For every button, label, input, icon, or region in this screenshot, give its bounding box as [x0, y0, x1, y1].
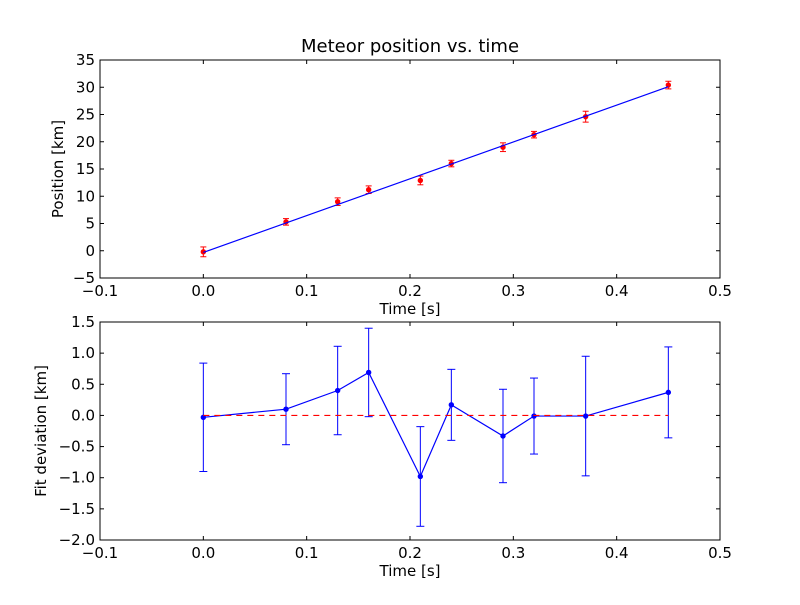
data-point: [365, 369, 372, 376]
data-point: [365, 187, 372, 193]
data-point: [417, 177, 424, 184]
y-tick-label: 35: [76, 51, 95, 69]
deviation-chart: −0.1 0.0 0.1 0.2 0.3 0.4 0.5 −2.0 −1.5 −1.0 −0.5 0.…: [32, 313, 732, 580]
data-point: [334, 199, 341, 205]
y-tick-label: −1.0: [59, 469, 95, 487]
y-tick-label: −1.5: [59, 500, 95, 518]
y-tick-label: 1.5: [71, 313, 95, 331]
x-tick-label: 0.0: [191, 282, 215, 300]
position-chart: Meteor position vs. time −0.1 0.0 0.1 0.2 0.…: [49, 36, 732, 318]
y-axis-label: Fit deviation [km]: [32, 365, 50, 497]
y-tick-label: 0.5: [71, 375, 95, 393]
y-tick-label: 1.0: [71, 344, 95, 362]
y-tick-label: −2.0: [59, 531, 95, 549]
x-tick-label: 0.1: [295, 282, 319, 300]
y-tick-label: 0.0: [71, 406, 95, 424]
x-tick-label: 0.5: [708, 282, 732, 300]
y-tick-label: 5: [85, 215, 95, 233]
fit-line: [203, 86, 669, 253]
x-tick-label: 0.2: [398, 544, 422, 562]
deviation-line: [203, 371, 669, 478]
y-tick-label: −0.5: [59, 438, 95, 456]
y-tick-label: −5: [73, 269, 95, 287]
x-tick-label: 0.5: [708, 544, 732, 562]
data-point: [531, 413, 537, 419]
data-point: [283, 406, 289, 412]
y-axis-label: Position [km]: [49, 120, 67, 218]
x-tick-label: 0.1: [295, 544, 319, 562]
chart-title: Meteor position vs. time: [301, 36, 519, 57]
y-tick-label: 10: [76, 187, 95, 205]
data-point: [582, 413, 589, 419]
plot-frame: [99, 59, 721, 279]
plot-frame: [99, 321, 721, 541]
x-tick-label: 0.3: [501, 544, 525, 562]
x-axis-label: Time [s]: [379, 562, 441, 580]
y-tick-label: 15: [76, 160, 95, 178]
data-point: [417, 473, 424, 480]
data-point: [334, 387, 341, 394]
x-tick-label: 0.0: [191, 544, 215, 562]
x-tick-label: 0.2: [398, 282, 422, 300]
data-point: [500, 433, 506, 439]
y-tick-label: 0: [85, 242, 95, 260]
x-tick-label: 0.4: [605, 544, 629, 562]
x-axis-label: Time [s]: [379, 300, 441, 318]
x-tick-label: −0.1: [82, 544, 118, 562]
data-point: [665, 82, 672, 88]
x-tick-label: 0.3: [501, 282, 525, 300]
y-tick-label: 30: [76, 78, 95, 96]
x-tick-label: −0.1: [82, 282, 118, 300]
y-tick-label: 20: [76, 133, 95, 151]
data-point: [448, 402, 455, 408]
data-point: [665, 389, 672, 396]
x-tick-label: 0.4: [605, 282, 629, 300]
y-tick-label: 25: [76, 106, 95, 124]
